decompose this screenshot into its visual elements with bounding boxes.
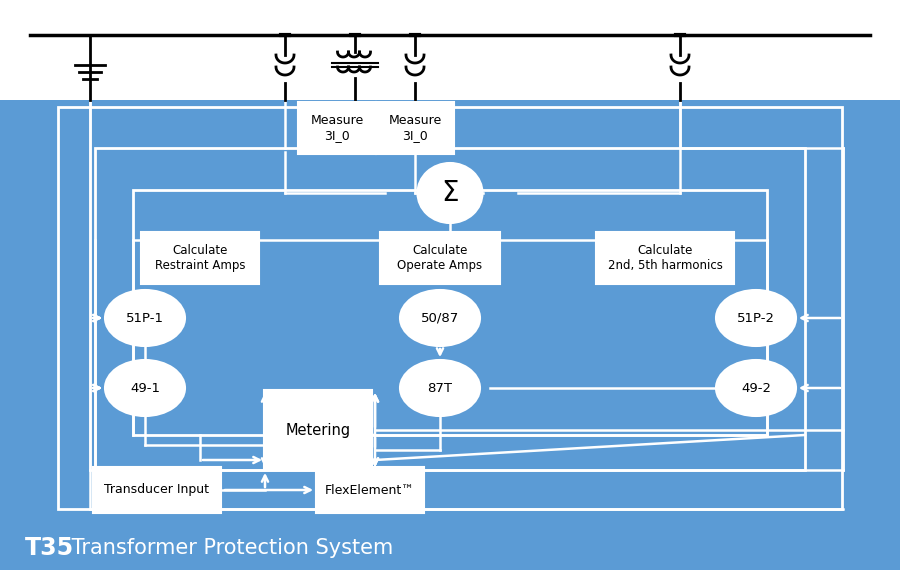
Text: Transformer Protection System: Transformer Protection System	[65, 538, 393, 558]
Bar	[298, 102, 376, 154]
Text: Calculate
Restraint Amps: Calculate Restraint Amps	[155, 244, 245, 272]
Text: Measure
3I_0: Measure 3I_0	[389, 114, 442, 142]
Bar	[141, 232, 259, 284]
Text: 87T: 87T	[428, 381, 453, 394]
Bar	[0, 100, 900, 570]
Ellipse shape	[418, 163, 482, 223]
Ellipse shape	[105, 360, 185, 416]
Text: Calculate
2nd, 5th harmonics: Calculate 2nd, 5th harmonics	[608, 244, 723, 272]
Text: Σ: Σ	[441, 179, 459, 207]
Bar	[93, 467, 221, 513]
Text: 49-1: 49-1	[130, 381, 160, 394]
Bar	[596, 232, 734, 284]
Text: Measure
3I_0: Measure 3I_0	[310, 114, 364, 142]
Ellipse shape	[400, 360, 480, 416]
Bar	[264, 390, 372, 470]
Bar	[133, 190, 767, 435]
Text: 51P-1: 51P-1	[126, 311, 164, 324]
Text: Transducer Input: Transducer Input	[104, 483, 210, 496]
Bar	[376, 102, 454, 154]
Text: 49-2: 49-2	[741, 381, 771, 394]
Text: FlexElement™: FlexElement™	[325, 483, 415, 496]
Ellipse shape	[716, 360, 796, 416]
Text: 50/87: 50/87	[421, 311, 459, 324]
Ellipse shape	[400, 290, 480, 346]
Bar	[316, 467, 424, 513]
Ellipse shape	[105, 290, 185, 346]
Text: T35: T35	[25, 536, 74, 560]
Bar	[380, 232, 500, 284]
Bar	[58, 107, 842, 509]
Text: Metering: Metering	[285, 422, 351, 438]
Text: Calculate
Operate Amps: Calculate Operate Amps	[398, 244, 482, 272]
Ellipse shape	[716, 290, 796, 346]
Text: 51P-2: 51P-2	[737, 311, 775, 324]
Bar	[95, 148, 805, 470]
